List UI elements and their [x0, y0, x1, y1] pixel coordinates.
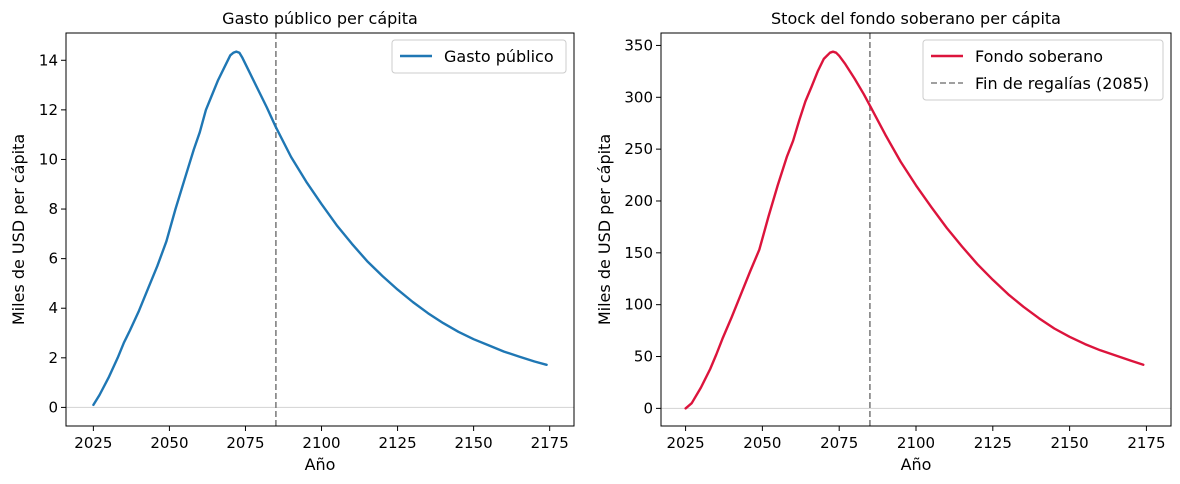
- y-tick-label: 10: [39, 150, 58, 168]
- legend-label: Gasto público: [444, 47, 554, 66]
- x-tick-label: 2075: [820, 434, 858, 452]
- right-chart-panel: 2025 2050 2075 2100 2125 2150 2175 0 50 100 150 200…: [595, 9, 1172, 474]
- y-tick-label: 8: [48, 200, 58, 218]
- y-tick-label: 6: [48, 250, 58, 268]
- y-tick-label: 4: [48, 299, 58, 317]
- y-axis-label: Miles de USD per cápita: [9, 134, 28, 325]
- legend-box: [922, 39, 1164, 101]
- x-tick-label: 2125: [974, 434, 1012, 452]
- x-axis-label: Año: [305, 455, 336, 474]
- x-tick-label: 2025: [666, 434, 704, 452]
- x-tick-label: 2175: [531, 434, 569, 452]
- x-tick-label: 2025: [74, 434, 112, 452]
- y-tick-label: 300: [624, 88, 653, 106]
- series-line-0: [684, 50, 1145, 410]
- x-tick-label: 2150: [455, 434, 493, 452]
- x-axis-label: Año: [901, 455, 932, 474]
- x-tick-label: 2100: [302, 434, 340, 452]
- left-chart-panel: 2025 2050 2075 2100 2125 2150 2175 0 2 4 6 8 10 12 14 G…: [9, 9, 575, 474]
- y-axis-label: Miles de USD per cápita: [595, 134, 614, 325]
- y-tick-label: 100: [624, 296, 653, 314]
- legend-label: Fin de regalías (2085): [975, 74, 1149, 93]
- chart-title: Stock del fondo soberano per cápita: [771, 9, 1061, 28]
- y-tick-label: 150: [624, 244, 653, 262]
- y-tick-label: 12: [39, 101, 58, 119]
- plot-frame: [65, 32, 575, 427]
- series-line-0: [92, 50, 548, 407]
- x-tick-label: 2175: [1127, 434, 1165, 452]
- legend-box: [391, 39, 567, 74]
- y-tick-label: 50: [634, 348, 653, 366]
- y-tick-label: 200: [624, 192, 653, 210]
- x-tick-label: 2125: [378, 434, 416, 452]
- x-tick-label: 2050: [150, 434, 188, 452]
- legend-label: Fondo soberano: [975, 47, 1103, 66]
- x-tick-label: 2050: [743, 434, 781, 452]
- x-tick-label: 2150: [1051, 434, 1089, 452]
- y-tick-label: 250: [624, 140, 653, 158]
- y-tick-label: 0: [48, 398, 58, 416]
- chart-title: Gasto público per cápita: [222, 9, 418, 28]
- x-tick-label: 2100: [897, 434, 935, 452]
- y-tick-label: 0: [643, 399, 653, 417]
- y-tick-label: 14: [39, 51, 58, 69]
- y-tick-label: 350: [624, 36, 653, 54]
- y-tick-label: 2: [48, 349, 58, 367]
- x-tick-label: 2075: [226, 434, 264, 452]
